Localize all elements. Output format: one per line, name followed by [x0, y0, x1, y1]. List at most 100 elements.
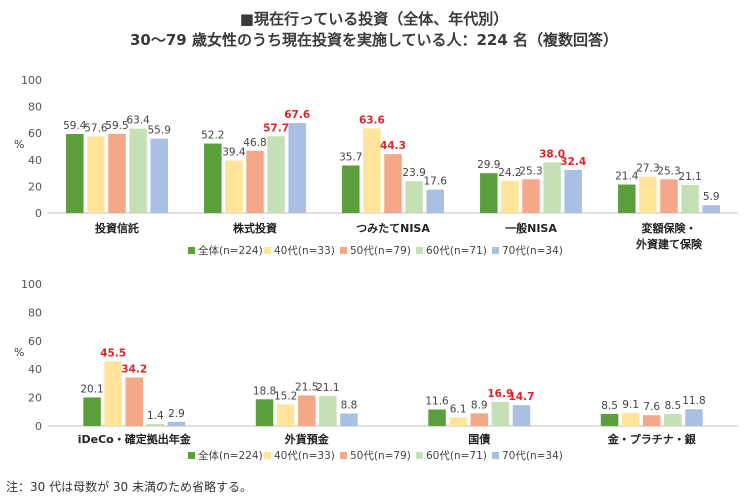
bar-0-0-0: [66, 133, 84, 213]
data-label-0-4-0: 21.4: [615, 171, 639, 183]
data-label-1-3-2: 7.6: [643, 401, 660, 413]
legend-swatch-1-0: [188, 452, 195, 459]
data-label-1-0-3: 1.4: [147, 410, 164, 422]
bar-0-2-4: [426, 189, 444, 213]
bar-1-2-0: [428, 409, 446, 426]
bar-1-0-1: [104, 361, 122, 426]
bar-1-3-1: [621, 413, 640, 426]
data-label-0-4-1: 27.3: [636, 163, 659, 175]
y-tick-0-40: 40: [28, 154, 42, 167]
data-label-1-1-3: 21.1: [316, 382, 339, 394]
data-label-1-1-4: 8.8: [341, 400, 358, 412]
data-label-0-0-2: 59.5: [105, 120, 128, 132]
y-tick-1-20: 20: [28, 392, 42, 405]
bar-1-1-3: [319, 396, 337, 426]
data-label-0-0-4: 55.9: [148, 125, 171, 137]
bar-0-3-0: [480, 173, 498, 213]
bar-0-1-1: [225, 160, 243, 213]
bar-0-1-2: [246, 150, 264, 213]
legend-swatch-1-2: [340, 452, 347, 459]
data-label-0-3-2: 25.3: [519, 165, 542, 177]
legend-label-1-1: 40代(n=33): [274, 450, 335, 462]
legend-swatch-0-1: [264, 247, 271, 254]
data-label-1-0-4: 2.9: [168, 408, 185, 420]
data-label-1-2-4: 14.7: [508, 391, 534, 403]
bar-0-2-2: [384, 154, 402, 213]
data-label-1-3-3: 8.5: [664, 400, 681, 412]
bar-1-3-3: [664, 413, 682, 426]
data-label-1-1-0: 18.8: [253, 385, 276, 397]
bar-1-2-1: [449, 417, 467, 426]
y-tick-0-20: 20: [28, 180, 42, 193]
bar-1-3-4: [685, 409, 703, 426]
data-label-0-0-0: 59.4: [63, 120, 87, 132]
data-label-0-0-3: 63.4: [126, 115, 150, 127]
legend-label-0-3: 60代(n=71): [426, 245, 487, 257]
legend-swatch-0-4: [492, 247, 499, 254]
bar-0-4-4: [702, 205, 720, 213]
legend-label-1-4: 70代(n=34): [502, 450, 563, 462]
y-tick-1-80: 80: [28, 306, 42, 319]
y-tick-0-60: 60: [28, 127, 42, 140]
bar-0-1-4: [288, 123, 306, 213]
legend-swatch-0-3: [416, 247, 423, 254]
bar-1-2-3: [491, 402, 510, 426]
legend-swatch-1-1: [264, 452, 271, 459]
footnote: 注：30 代は母数が 30 未満のため省略する。: [6, 480, 252, 494]
category-label-0-3-0: 一般NISA: [505, 221, 557, 235]
category-label-0-2-0: つみたてNISA: [356, 222, 430, 235]
legend-label-0-4: 70代(n=34): [502, 245, 563, 257]
category-label-1-2-0: 国債: [468, 432, 490, 446]
bar-1-0-4: [167, 421, 186, 426]
data-label-0-4-3: 21.1: [678, 171, 701, 183]
bar-1-1-0: [255, 399, 274, 426]
category-label-1-3-0: 金・プラチナ・銀: [607, 432, 696, 446]
bar-1-1-4: [340, 413, 358, 426]
legend-swatch-0-2: [340, 247, 347, 254]
data-label-0-4-4: 5.9: [703, 191, 720, 203]
data-label-1-2-0: 11.6: [425, 396, 449, 408]
bar-0-1-3: [267, 136, 285, 213]
legend-label-1-3: 60代(n=71): [426, 450, 487, 462]
data-label-1-0-0: 20.1: [80, 383, 103, 395]
bar-0-0-3: [129, 128, 147, 213]
category-label-0-0-0: 投資信託: [95, 221, 139, 235]
bar-0-3-1: [501, 180, 519, 213]
y-tick-1-40: 40: [28, 363, 42, 376]
bar-1-2-2: [470, 413, 488, 426]
bar-1-1-2: [298, 395, 316, 426]
data-label-0-3-3: 38.0: [539, 148, 565, 160]
data-label-1-3-0: 8.5: [601, 400, 618, 412]
data-label-0-2-0: 35.7: [339, 152, 362, 164]
category-label-0-4-0: 変額保険・: [642, 221, 697, 235]
bar-0-0-1: [87, 136, 105, 213]
y-tick-1-100: 100: [21, 278, 42, 291]
bar-0-3-4: [564, 169, 582, 213]
legend-label-0-2: 50代(n=79): [350, 245, 411, 257]
legend-swatch-1-4: [492, 452, 499, 459]
y-tick-0-0: 0: [35, 207, 42, 220]
bar-1-3-0: [600, 413, 619, 426]
legend-label-0-1: 40代(n=33): [274, 245, 335, 257]
data-label-1-1-1: 15.2: [274, 390, 297, 402]
data-label-1-2-1: 6.1: [450, 403, 467, 415]
data-label-0-3-1: 24.2: [498, 167, 521, 179]
bar-0-3-2: [522, 179, 540, 213]
data-label-1-0-2: 34.2: [121, 363, 147, 375]
data-label-0-2-2: 44.3: [380, 140, 406, 152]
bar-1-0-3: [146, 424, 165, 426]
data-label-0-1-3: 57.7: [263, 122, 289, 134]
bar-0-2-0: [342, 165, 360, 213]
bar-0-4-2: [660, 179, 678, 213]
y-axis-label-1: %: [14, 346, 24, 359]
bar-1-0-0: [83, 397, 101, 426]
data-label-1-3-1: 9.1: [622, 399, 639, 411]
data-label-0-2-1: 63.6: [359, 114, 385, 126]
data-label-1-2-2: 8.9: [471, 399, 488, 411]
bar-1-3-2: [643, 415, 661, 426]
data-label-1-2-3: 16.9: [487, 388, 513, 400]
data-label-0-3-4: 32.4: [560, 156, 586, 168]
data-label-1-3-4: 11.8: [682, 395, 705, 407]
y-tick-1-60: 60: [28, 335, 42, 348]
